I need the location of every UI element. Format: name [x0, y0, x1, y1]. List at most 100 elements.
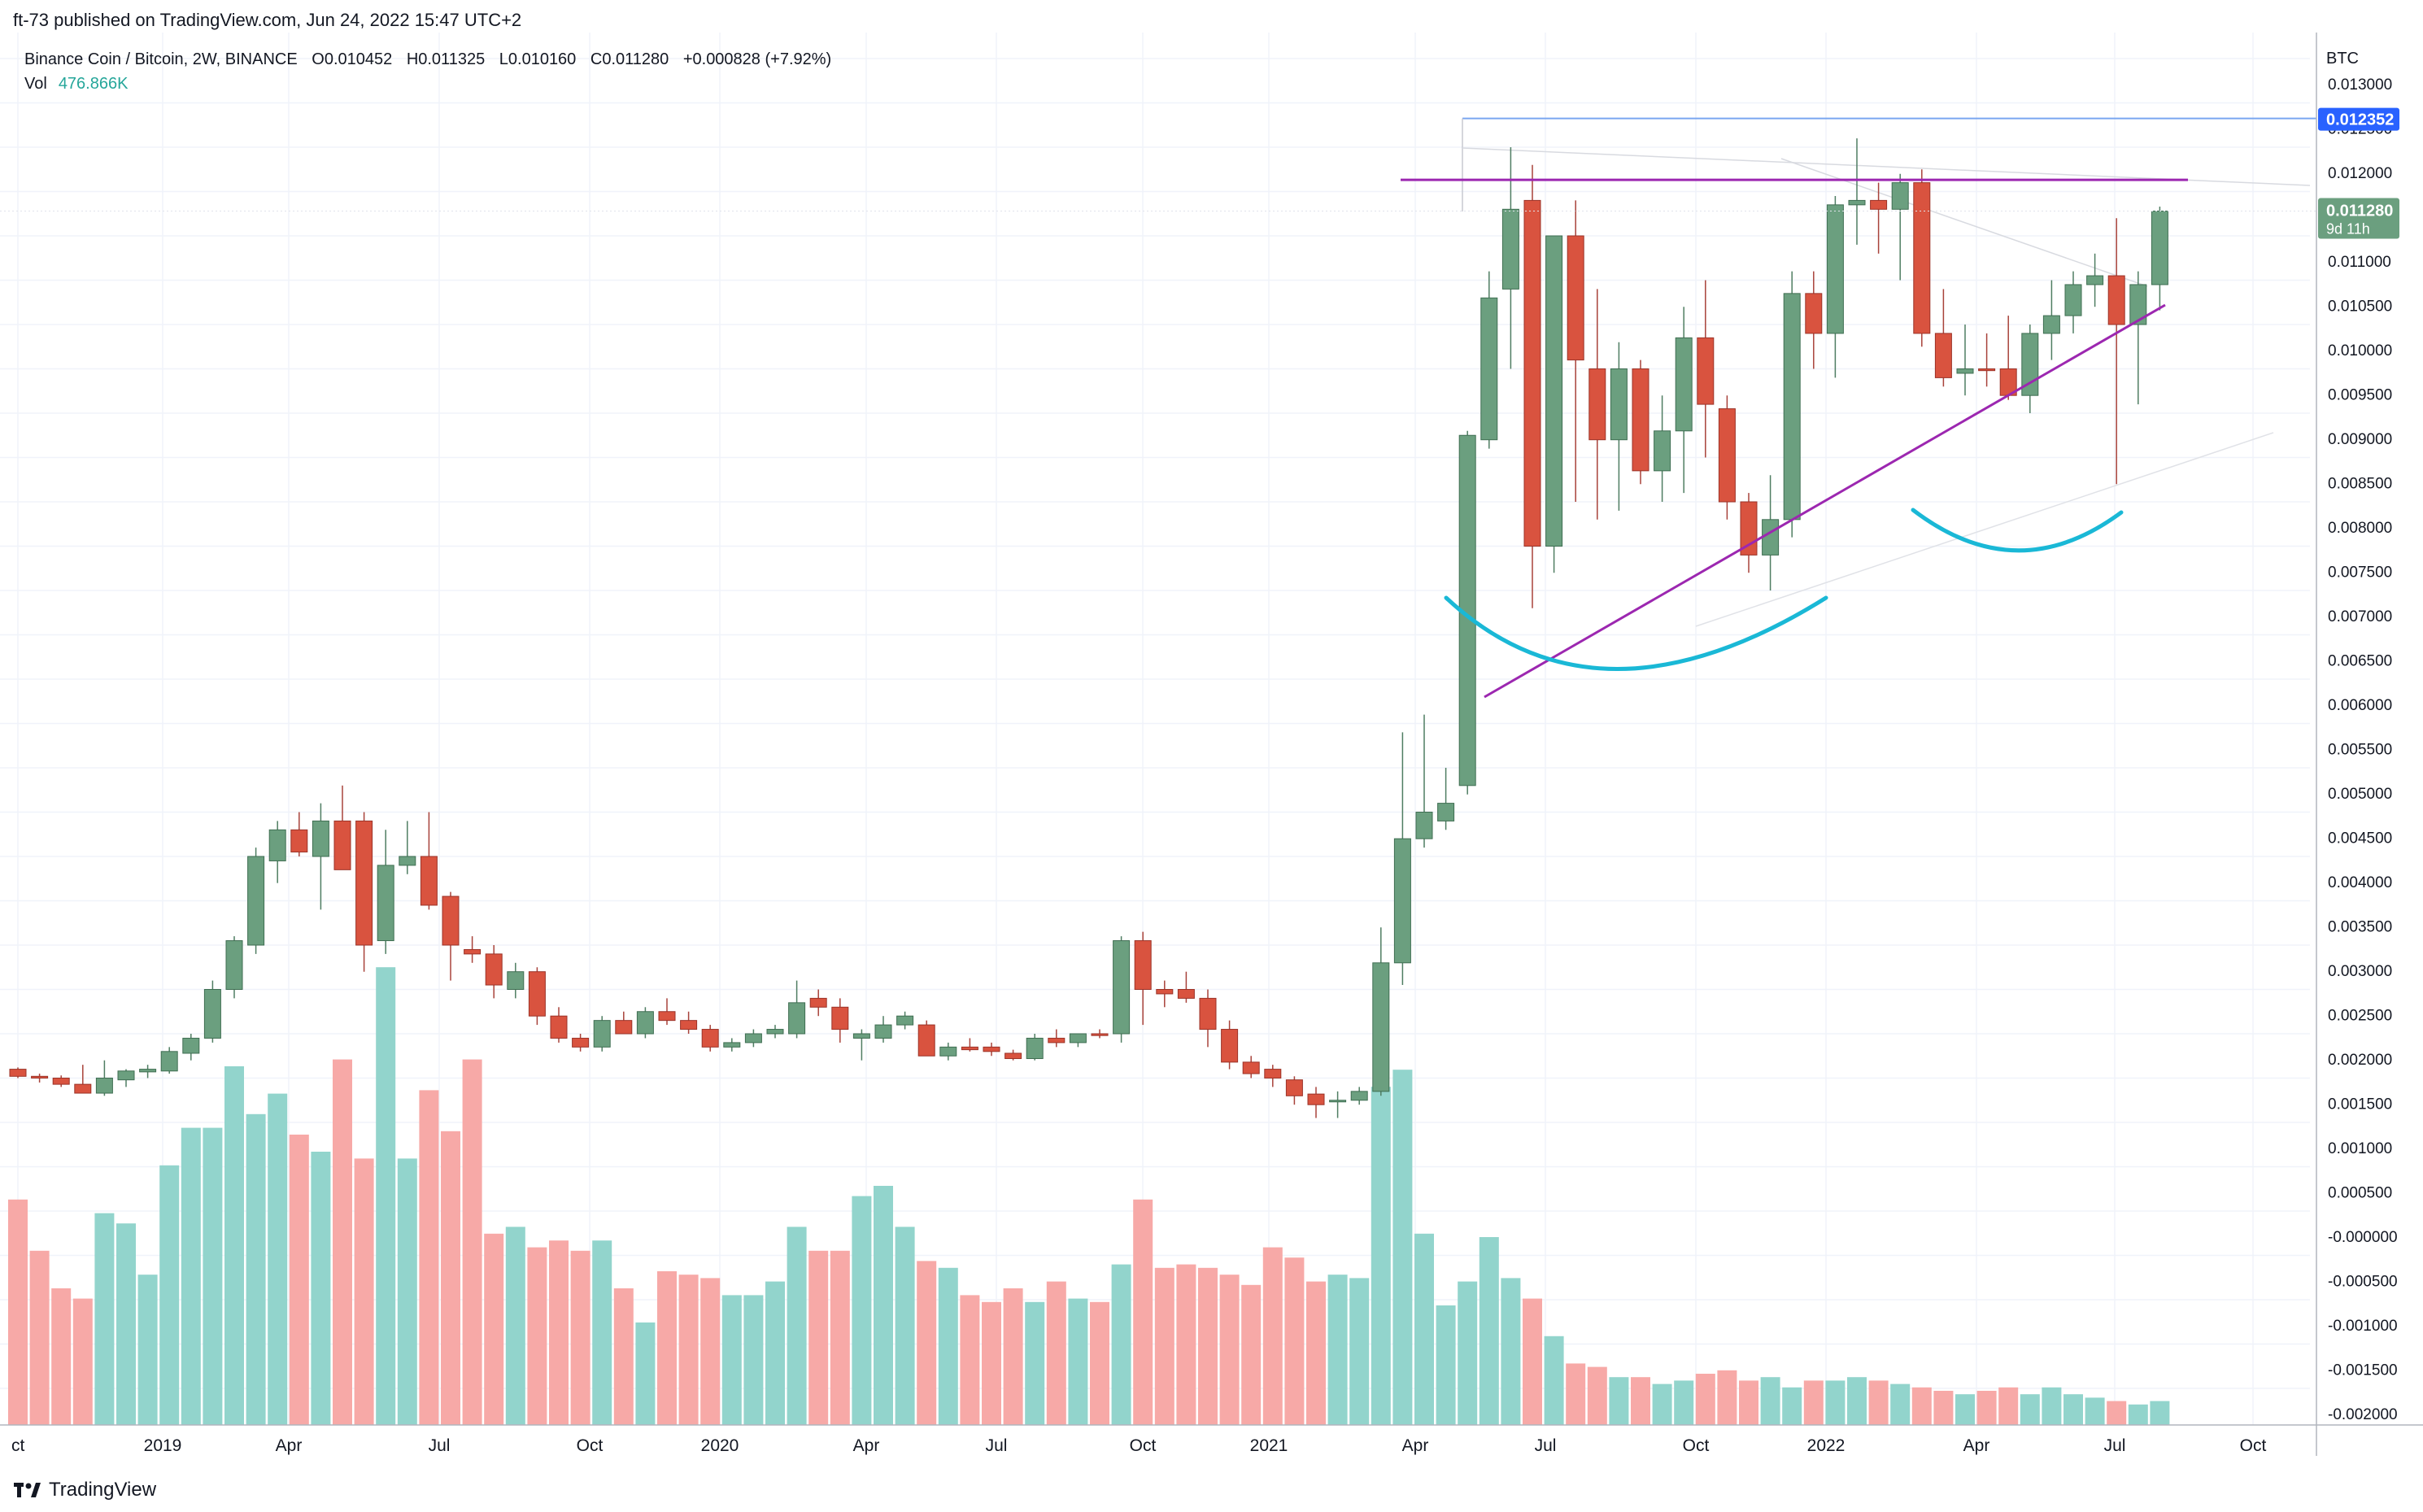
- tradingview-brand: TradingView: [49, 1479, 157, 1501]
- candle-up: [1069, 1033, 1087, 1044]
- candle-up: [1480, 297, 1498, 441]
- volume-legend[interactable]: Vol 476.866K: [24, 75, 128, 94]
- volume-bar: [397, 1158, 417, 1425]
- volume-bar: [1046, 1281, 1066, 1425]
- candle-up: [1762, 519, 1780, 556]
- price-tick-label: 0.005500: [2328, 742, 2392, 759]
- price-tick-label: 0.009500: [2328, 387, 2392, 404]
- volume-bar: [1392, 1070, 1413, 1425]
- price-tick-label: 0.008000: [2328, 520, 2392, 537]
- volume-bar: [224, 1066, 244, 1425]
- time-axis[interactable]: ct 2019 Apr Jul Oct 2020 Apr Jul Oct 2021 Apr Jul Oc…: [0, 1424, 2423, 1455]
- ohlc-high: H0.011325: [406, 50, 486, 68]
- level-price-badge: [2318, 107, 2399, 131]
- candle-up: [1350, 1091, 1368, 1101]
- candle-down: [355, 820, 373, 946]
- candle-down: [1285, 1079, 1303, 1096]
- candle-down: [52, 1078, 70, 1085]
- candle-up: [1437, 803, 1455, 821]
- candle-up: [1372, 962, 1390, 1092]
- price-unit-label: BTC: [2326, 50, 2359, 68]
- candle-down: [917, 1024, 935, 1057]
- time-tick-label: Oct: [1130, 1436, 1157, 1455]
- candle-down: [1091, 1033, 1109, 1036]
- volume-bar: [484, 1233, 504, 1425]
- volume-bar: [246, 1113, 266, 1425]
- volume-bar: [1090, 1301, 1109, 1425]
- candle-up: [2151, 210, 2168, 285]
- volume-bar: [1890, 1383, 1911, 1425]
- time-tick-label: Apr: [276, 1436, 303, 1455]
- volume-bar: [570, 1250, 590, 1425]
- volume-bar: [116, 1223, 136, 1425]
- volume-bar: [938, 1267, 958, 1425]
- time-tick-label: Oct: [577, 1436, 604, 1455]
- volume-bar: [635, 1322, 656, 1425]
- tradingview-footer[interactable]: TradingView: [13, 1479, 156, 1501]
- price-tick-label: 0.007000: [2328, 608, 2392, 625]
- volume-bar: [462, 1059, 482, 1425]
- volume-bar: [1003, 1288, 1023, 1425]
- time-tick-label: 2020: [701, 1436, 739, 1455]
- price-tick-label: 0.000500: [2328, 1185, 2392, 1202]
- candle-up: [1848, 199, 1866, 206]
- candle-up: [593, 1020, 611, 1048]
- candle-down: [1048, 1037, 1066, 1044]
- volume-bar: [830, 1250, 850, 1425]
- volume-bar: [960, 1295, 980, 1425]
- candle-up: [225, 940, 243, 991]
- volume-bar: [289, 1135, 309, 1425]
- published-caption: ft-73 published on TradingView.com, Jun …: [13, 10, 522, 30]
- volume-bar: [1176, 1264, 1196, 1425]
- time-tick-label: 2022: [1807, 1436, 1846, 1455]
- volume-bar: [1306, 1281, 1326, 1425]
- volume-bar: [743, 1295, 764, 1425]
- volume-bar: [1933, 1391, 1954, 1425]
- volume-bar: [765, 1281, 785, 1425]
- volume-bar: [1976, 1391, 1997, 1425]
- volume-bar: [1262, 1247, 1283, 1425]
- candle-down: [1004, 1052, 1022, 1060]
- volume-bar: [2063, 1394, 2083, 1425]
- volume-bar: [505, 1227, 525, 1425]
- candle-down: [464, 948, 482, 955]
- candle-up: [723, 1042, 741, 1048]
- price-tick-label: 0.002500: [2328, 1008, 2392, 1025]
- volume-bar: [2107, 1401, 2127, 1425]
- price-tick-label: 0.001000: [2328, 1140, 2392, 1157]
- candle-down: [1523, 199, 1541, 547]
- price-axis[interactable]: BTC0.0130000.0125000.0120000.0115000.011…: [2316, 33, 2399, 1456]
- price-tick-label: -0.000000: [2328, 1229, 2398, 1246]
- ohlc-open: O0.010452: [312, 50, 393, 68]
- candle-up: [1783, 293, 1801, 521]
- volume-bar: [1760, 1377, 1780, 1425]
- volume-bar: [1955, 1394, 1975, 1425]
- candle-down: [701, 1029, 719, 1048]
- candle-down: [1632, 368, 1649, 472]
- volume-bar: [1523, 1298, 1542, 1425]
- volume-bar: [1674, 1380, 1694, 1425]
- volume-bar: [51, 1288, 72, 1425]
- volume-bar: [311, 1152, 331, 1425]
- candle-up: [1610, 368, 1628, 441]
- volume-value: 476.866K: [58, 75, 129, 93]
- volume-bar: [419, 1090, 439, 1425]
- volume-bar: [1436, 1305, 1456, 1425]
- volume-bar: [874, 1186, 893, 1425]
- volume-bar: [1371, 1087, 1391, 1425]
- price-tick-label: 0.010000: [2328, 342, 2392, 359]
- candle-up: [95, 1078, 113, 1094]
- candle-down: [442, 895, 460, 946]
- price-tick-label: 0.003000: [2328, 963, 2392, 980]
- symbol-legend[interactable]: Binance Coin / Bitcoin, 2W, BINANCE O0.0…: [24, 50, 831, 69]
- time-tick-label: Apr: [1402, 1436, 1429, 1455]
- volume-bar: [1717, 1370, 1737, 1425]
- volume-bar: [2128, 1404, 2148, 1425]
- time-tick-label: Oct: [2240, 1436, 2267, 1455]
- candle-up: [1501, 208, 1519, 290]
- candle-down: [1199, 997, 1217, 1031]
- volume-bar: [678, 1275, 699, 1425]
- candle-down: [1264, 1069, 1282, 1078]
- volume-bar: [1068, 1298, 1088, 1425]
